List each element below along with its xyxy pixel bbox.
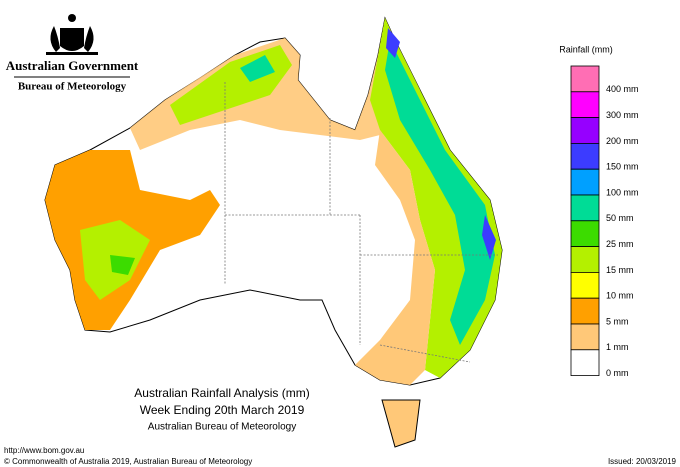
- legend-swatch: [570, 271, 600, 299]
- legend-label: 10 mm: [606, 291, 634, 301]
- rain-east-green: [385, 40, 495, 345]
- legend-title: Rainfall (mm): [559, 44, 613, 54]
- legend-label: 400 mm: [606, 84, 639, 94]
- legend-label: 1 mm: [606, 342, 629, 352]
- legend-swatch: [570, 142, 600, 170]
- rain-north-teal: [240, 55, 275, 82]
- legend-swatch: [570, 349, 600, 376]
- rain-east-fringe: [355, 130, 435, 385]
- legend-swatch: [570, 91, 600, 119]
- footer-issued: Issued: 20/03/2019: [608, 457, 677, 466]
- legend-label: 300 mm: [606, 110, 639, 120]
- map-source: Australian Bureau of Meteorology: [148, 422, 296, 433]
- legend-label: 100 mm: [606, 187, 639, 197]
- rain-east-blue: [386, 28, 496, 260]
- legend-swatch: [570, 65, 600, 93]
- legend: 400 mm 300 mm 200 mm 150 mm 100 mm 50 mm 25 mm…: [570, 65, 639, 378]
- tasmania: [381, 399, 421, 448]
- legend-label: 200 mm: [606, 136, 639, 146]
- agency-name: Bureau of Meteorology: [18, 81, 127, 93]
- australia-map: [44, 16, 503, 448]
- legend-swatch: [570, 194, 600, 222]
- legend-label: 25 mm: [606, 239, 634, 249]
- map-subtitle: Week Ending 20th March 2019: [140, 403, 305, 417]
- legend-swatch: [570, 246, 600, 273]
- footer-copyright: © Commonwealth of Australia 2019, Austra…: [4, 457, 252, 466]
- legend-swatch: [570, 168, 600, 196]
- rain-west-core: [110, 255, 135, 275]
- legend-swatch: [570, 117, 600, 144]
- legend-swatch: [570, 297, 600, 325]
- state-borders: [224, 82, 498, 363]
- legend-label: 50 mm: [606, 213, 634, 223]
- map-title: Australian Rainfall Analysis (mm): [134, 386, 309, 400]
- legend-label: 150 mm: [606, 162, 639, 172]
- legend-label: 0 mm: [606, 368, 629, 378]
- coat-of-arms: [46, 14, 98, 55]
- legend-label: 5 mm: [606, 316, 629, 326]
- government-name: Australian Government: [6, 58, 139, 73]
- legend-swatch: [570, 220, 600, 248]
- footer-url: http://www.bom.gov.au: [4, 446, 84, 455]
- legend-swatch: [570, 323, 600, 351]
- legend-label: 15 mm: [606, 265, 634, 275]
